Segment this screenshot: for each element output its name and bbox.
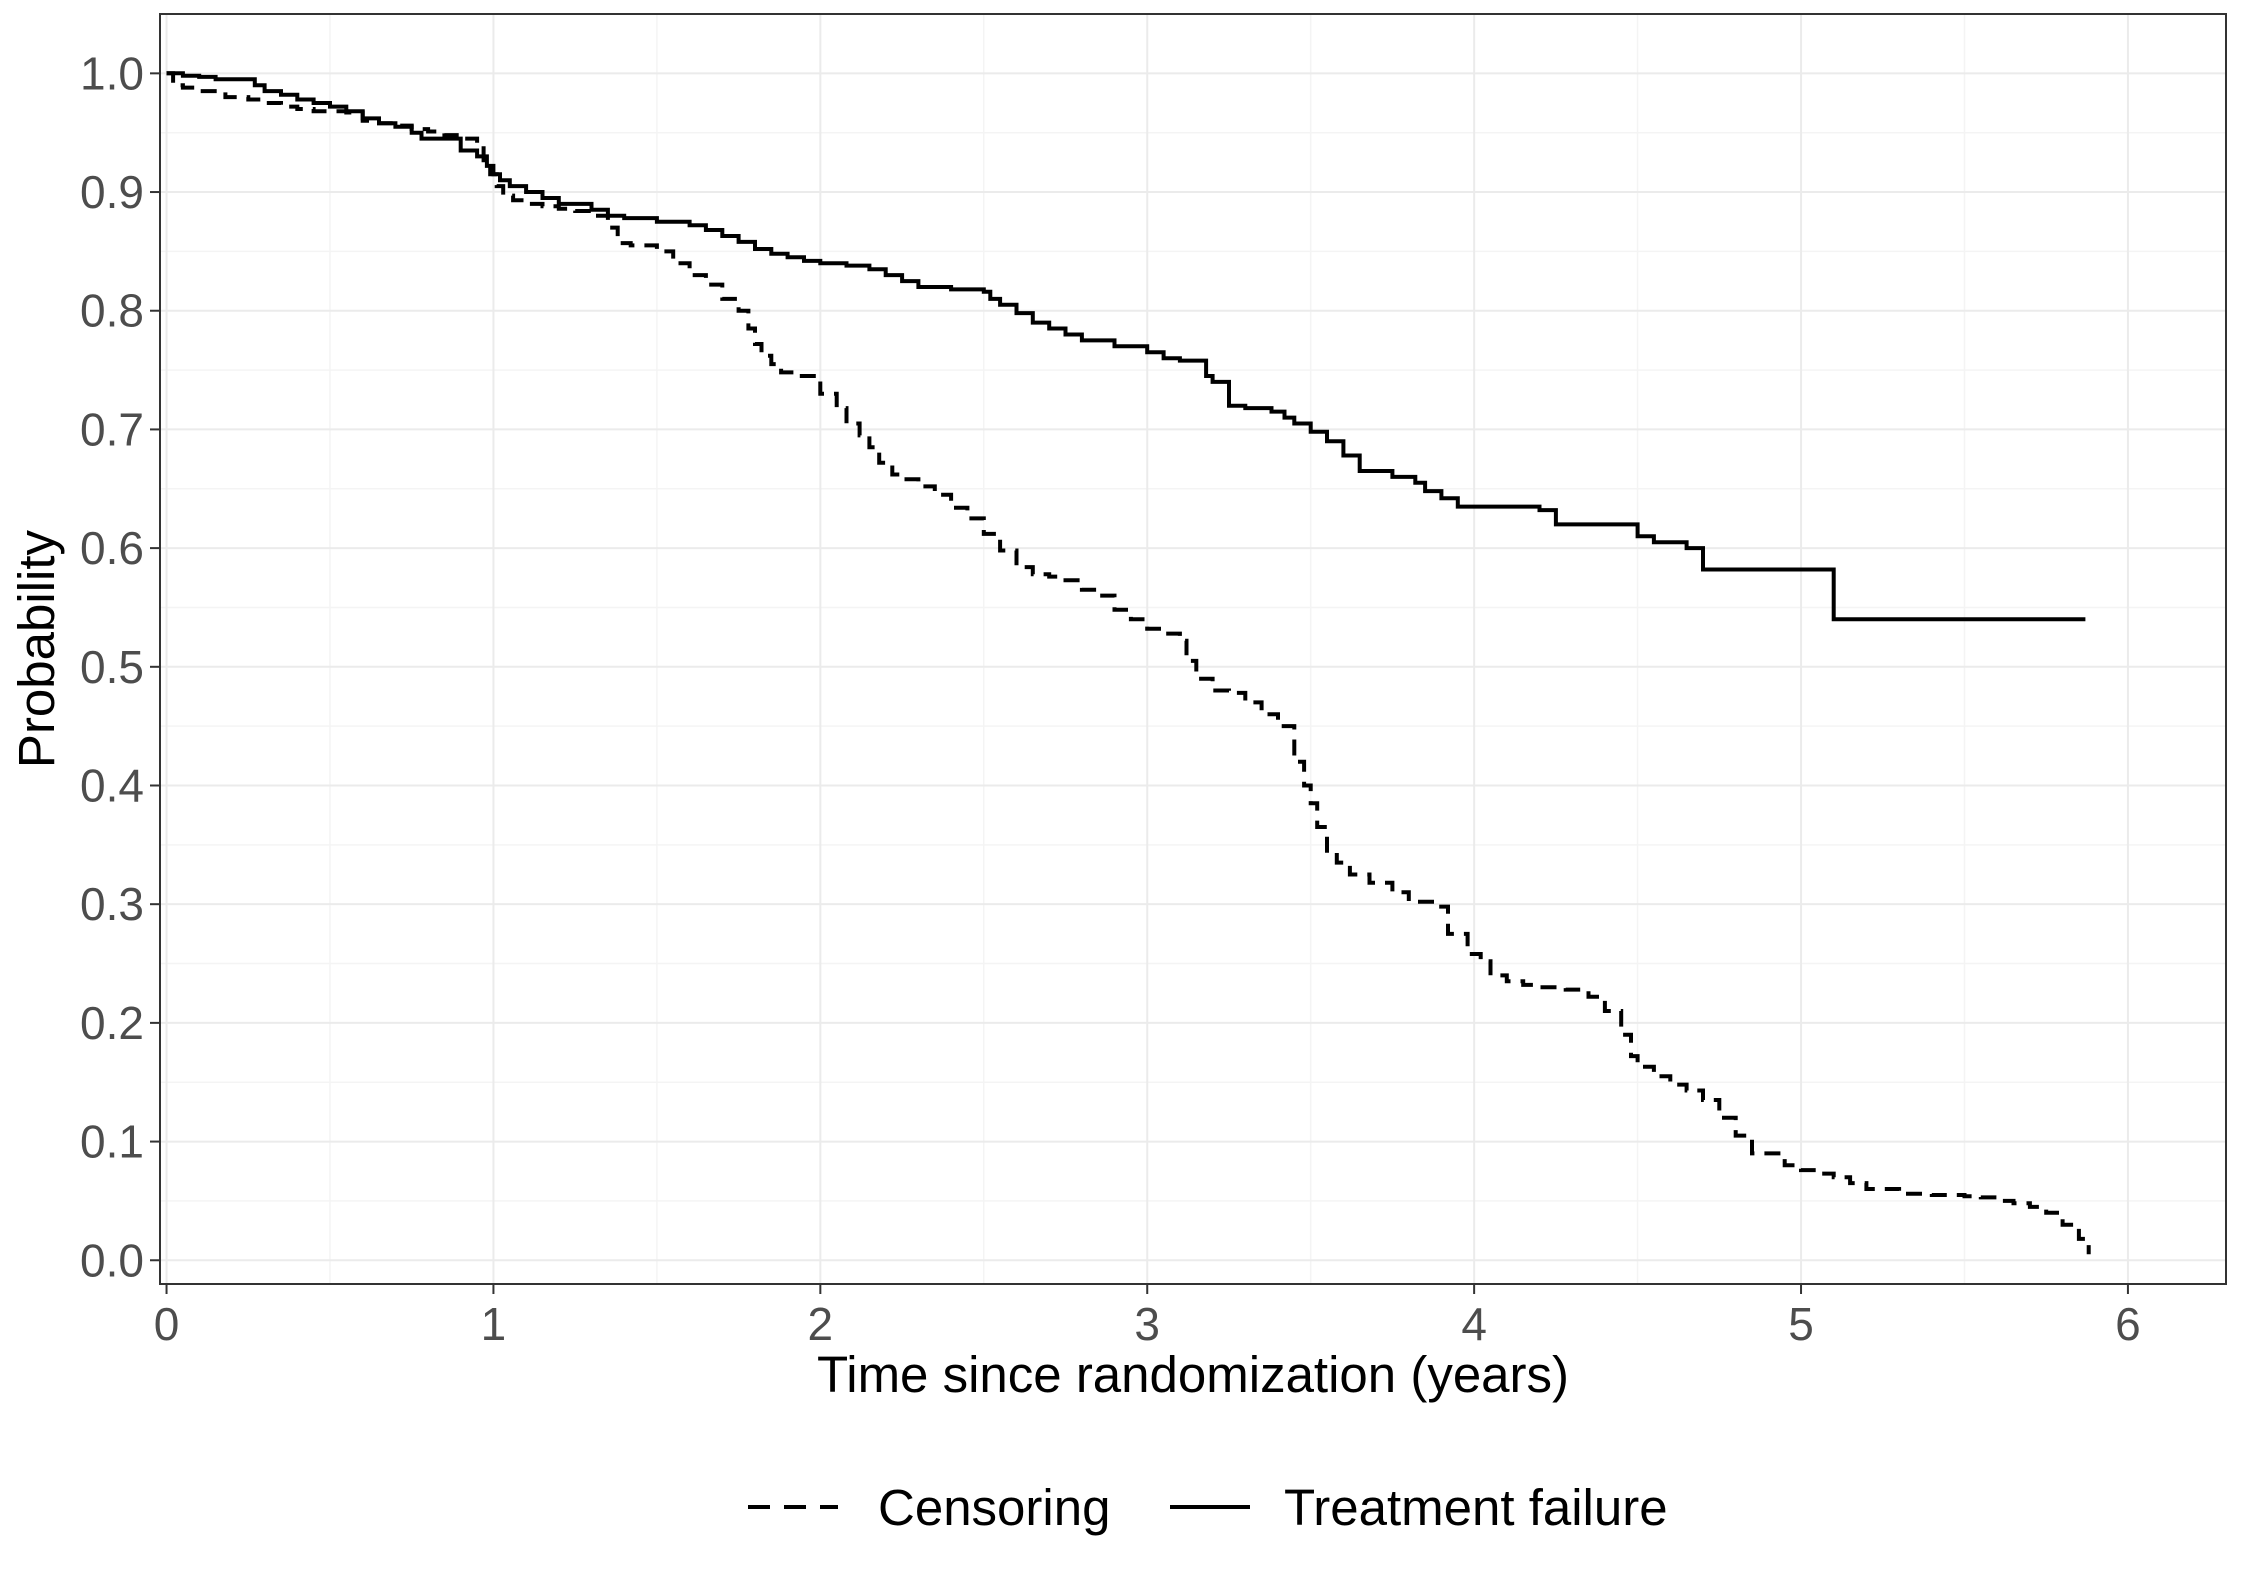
x-axis-title: Time since randomization (years)	[817, 1346, 1569, 1403]
minor-gridlines	[160, 14, 2226, 1284]
x-tick-label: 6	[2115, 1298, 2141, 1350]
y-tick-label: 0.8	[80, 285, 144, 337]
series-layer	[166, 71, 2091, 1255]
y-axis-ticks: 0.0 0.1 0.2 0.3 0.4 0.5 0.6 0.7 0.8 0.9 1.0	[80, 47, 160, 1286]
y-tick-label: 0.9	[80, 166, 144, 218]
legend: Censoring Treatment failure	[748, 1479, 1668, 1536]
major-gridlines	[160, 14, 2226, 1284]
legend-label-censoring: Censoring	[878, 1479, 1110, 1536]
x-axis-ticks: 0 1 2 3 4 5 6	[154, 1284, 2141, 1350]
y-tick-label: 0.5	[80, 641, 144, 693]
x-tick-label: 1	[481, 1298, 507, 1350]
series-line-treatment-failure	[166, 71, 2086, 622]
y-axis-title: Probability	[8, 529, 65, 768]
panel-border	[159, 13, 2227, 1285]
legend-label-treatment-failure: Treatment failure	[1284, 1479, 1668, 1536]
y-tick-label: 0.7	[80, 403, 144, 455]
y-tick-label: 1.0	[80, 47, 144, 99]
y-tick-label: 0.3	[80, 878, 144, 930]
x-tick-label: 4	[1461, 1298, 1487, 1350]
y-tick-label: 0.1	[80, 1116, 144, 1168]
x-tick-label: 2	[808, 1298, 834, 1350]
y-tick-label: 0.2	[80, 997, 144, 1049]
x-tick-label: 3	[1134, 1298, 1160, 1350]
y-tick-label: 0.6	[80, 522, 144, 574]
y-tick-label: 0.0	[80, 1234, 144, 1286]
y-tick-label: 0.4	[80, 759, 144, 811]
x-tick-label: 0	[154, 1298, 180, 1350]
x-tick-label: 5	[1788, 1298, 1814, 1350]
series-line-censoring	[166, 71, 2091, 1255]
